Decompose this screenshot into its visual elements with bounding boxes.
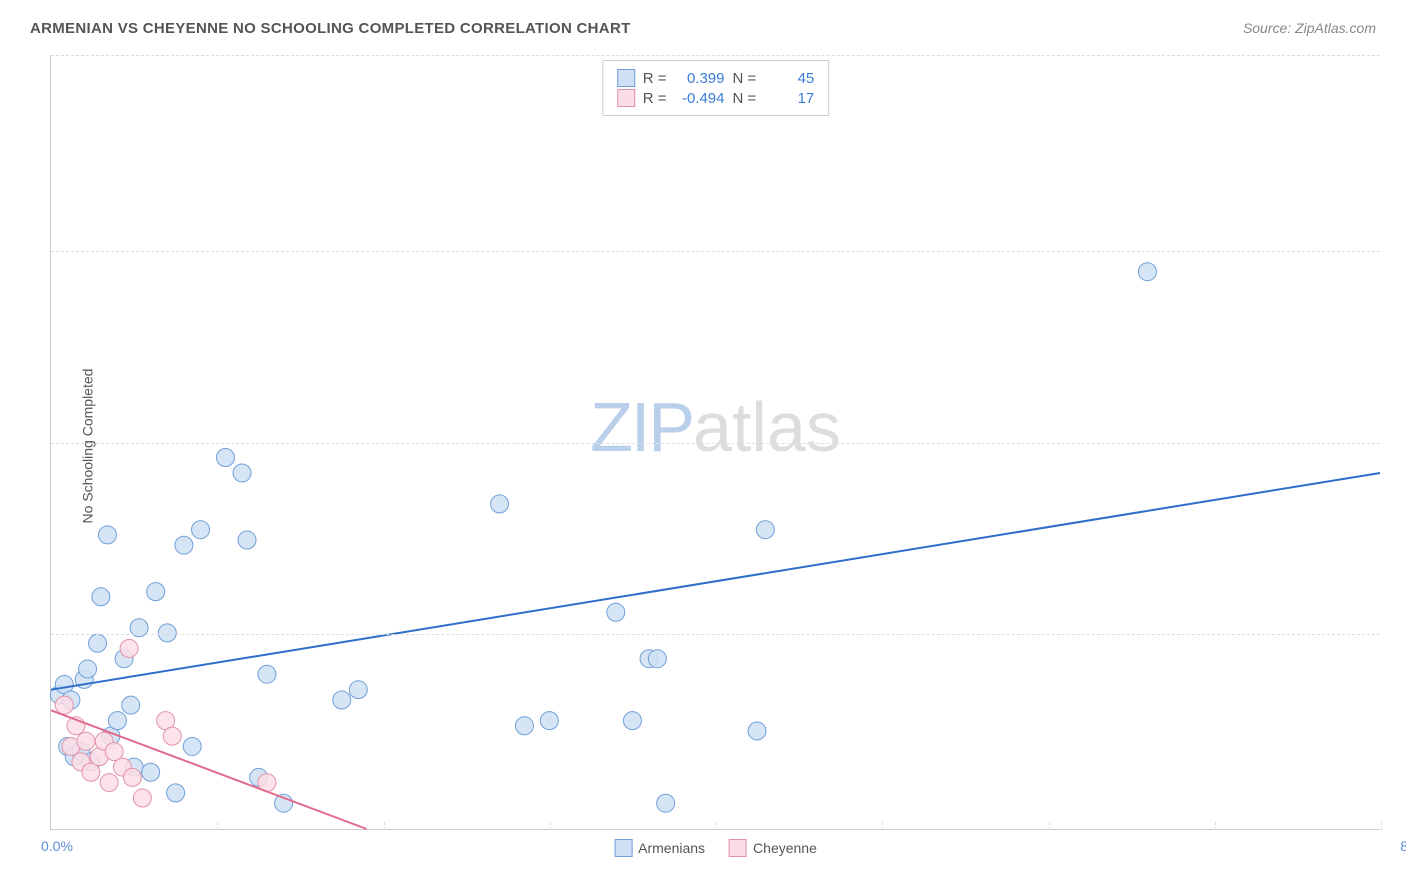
legend-series: Armenians Cheyenne [614,839,817,857]
data-point [192,521,210,539]
swatch-armenians [617,69,635,87]
legend-correlation: R = 0.399 N = 45 R = -0.494 N = 17 [602,60,830,116]
data-point [648,650,666,668]
grid-tick-v [384,822,385,830]
grid-tick-v [550,822,551,830]
data-point [147,583,165,601]
data-point [108,712,126,730]
data-point [79,660,97,678]
grid-tick-v [217,822,218,830]
y-tick-label: 15.0% [1385,47,1406,63]
data-point [98,526,116,544]
data-point [748,722,766,740]
data-point [123,768,141,786]
data-point [89,634,107,652]
r-value-armenians: 0.399 [675,70,725,87]
data-point [122,696,140,714]
r-value-cheyenne: -0.494 [675,90,725,107]
grid-line-h [51,55,1380,56]
data-point [77,732,95,750]
plot-area: ZIPatlas R = 0.399 N = 45 R = -0.494 N =… [50,55,1380,830]
data-point [175,536,193,554]
data-point [133,789,151,807]
data-point [1138,263,1156,281]
grid-tick-v [1215,822,1216,830]
data-point [55,696,73,714]
grid-tick-v [882,822,883,830]
data-point [163,727,181,745]
data-point [623,712,641,730]
data-point [92,588,110,606]
grid-tick-v [716,822,717,830]
data-point [167,784,185,802]
chart-title: ARMENIAN VS CHEYENNE NO SCHOOLING COMPLE… [30,20,631,37]
r-label: R = [643,70,667,87]
n-label: N = [733,70,757,87]
data-point [233,464,251,482]
data-point [258,665,276,683]
data-point [100,774,118,792]
grid-line-h [51,251,1380,252]
legend-item-cheyenne: Cheyenne [729,839,817,857]
data-point [183,737,201,755]
y-tick-label: 7.5% [1385,435,1406,451]
swatch-armenians [614,839,632,857]
data-point [238,531,256,549]
data-point [540,712,558,730]
data-point [349,681,367,699]
legend-row-cheyenne: R = -0.494 N = 17 [617,89,815,107]
legend-label-armenians: Armenians [638,840,705,856]
grid-line-h [51,634,1380,635]
title-bar: ARMENIAN VS CHEYENNE NO SCHOOLING COMPLE… [30,20,1376,37]
data-point [607,603,625,621]
x-min-label: 0.0% [41,838,73,854]
source-attribution: Source: ZipAtlas.com [1243,20,1376,36]
y-tick-label: 11.2% [1385,243,1406,259]
data-point [142,763,160,781]
swatch-cheyenne [729,839,747,857]
data-point [333,691,351,709]
data-point [216,448,234,466]
legend-row-armenians: R = 0.399 N = 45 [617,69,815,87]
x-max-label: 80.0% [1400,838,1406,854]
swatch-cheyenne [617,89,635,107]
grid-line-h [51,443,1380,444]
data-point [657,794,675,812]
data-point [491,495,509,513]
legend-item-armenians: Armenians [614,839,705,857]
r-label: R = [643,90,667,107]
data-point [120,639,138,657]
data-point [756,521,774,539]
trend-line [51,473,1380,690]
legend-label-cheyenne: Cheyenne [753,840,817,856]
n-value-armenians: 45 [764,70,814,87]
n-value-cheyenne: 17 [764,90,814,107]
grid-tick-v [1049,822,1050,830]
grid-tick-v [1381,822,1382,830]
data-point [515,717,533,735]
y-tick-label: 3.8% [1385,626,1406,642]
n-label: N = [733,90,757,107]
